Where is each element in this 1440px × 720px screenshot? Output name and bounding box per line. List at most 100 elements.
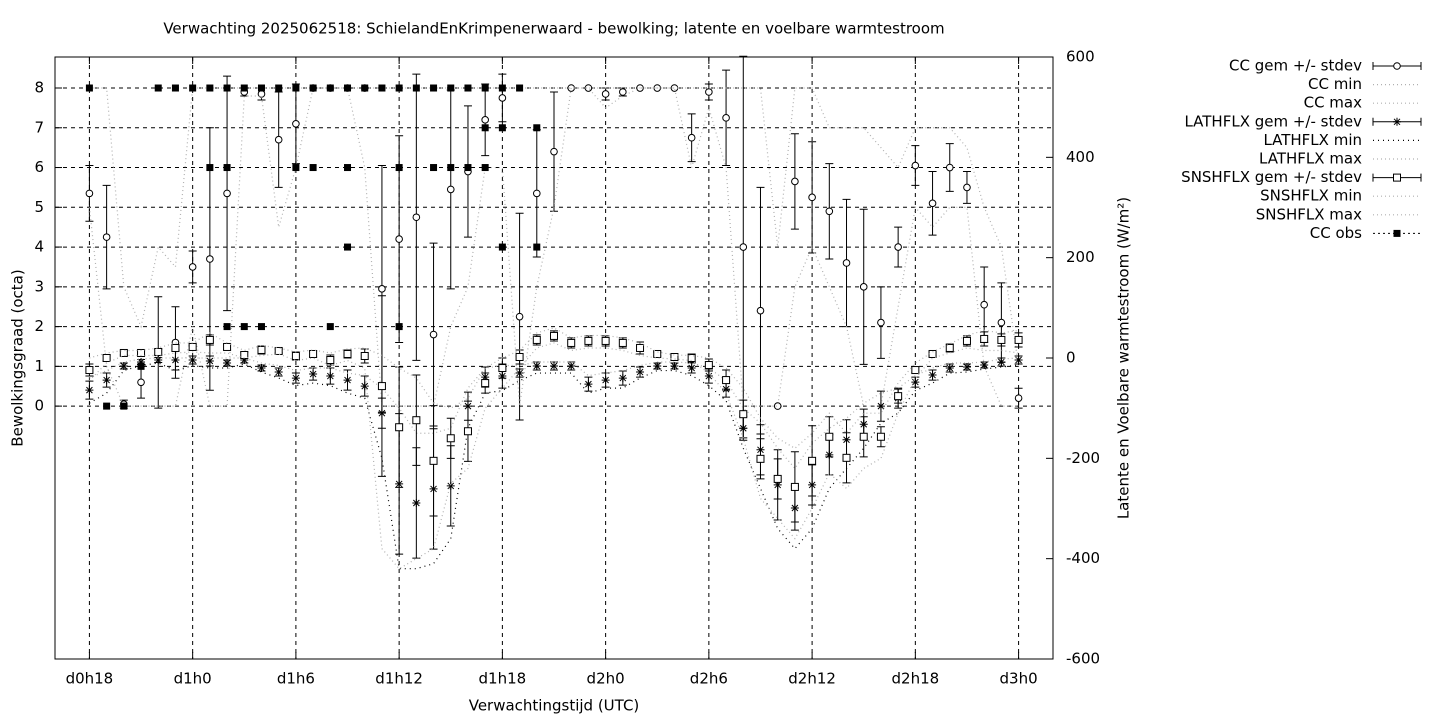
point [532, 189, 541, 198]
point [550, 147, 558, 156]
point [326, 84, 334, 92]
point [85, 84, 93, 92]
legend-marker [1393, 229, 1401, 237]
point [704, 361, 713, 370]
point [618, 374, 627, 383]
point [154, 84, 162, 92]
point [446, 185, 455, 194]
x-tick-label: d1h12 [375, 670, 423, 688]
point [532, 335, 541, 344]
point [808, 193, 816, 202]
point [962, 363, 971, 372]
point [670, 352, 679, 361]
point [395, 323, 403, 331]
legend-marker [1393, 62, 1401, 70]
legend-marker [1393, 117, 1401, 126]
point [911, 366, 920, 375]
point [945, 343, 954, 352]
point [275, 84, 283, 92]
point [291, 374, 300, 383]
point [928, 371, 937, 380]
point [756, 306, 765, 315]
point [791, 177, 799, 186]
point [257, 364, 266, 373]
y-tick-label: 3 [34, 277, 44, 295]
point [309, 84, 317, 92]
range-line [88, 87, 1019, 407]
point [911, 161, 920, 170]
point [257, 345, 266, 354]
point [447, 164, 455, 172]
point [894, 243, 902, 251]
y2-tick-label: 200 [1066, 248, 1095, 266]
point [808, 456, 817, 465]
point [481, 379, 490, 388]
point [137, 358, 146, 367]
point [154, 347, 163, 356]
point [137, 348, 146, 357]
point [963, 183, 971, 192]
legend-label: CC gem +/- stdev [1229, 57, 1362, 75]
point [257, 323, 265, 331]
point [962, 336, 971, 345]
point [360, 351, 369, 360]
point [206, 84, 214, 92]
point [378, 84, 386, 92]
point [103, 402, 111, 410]
point [361, 84, 369, 92]
y2-tick-label: 0 [1066, 349, 1076, 367]
point [515, 352, 524, 361]
point [498, 94, 507, 102]
point [326, 372, 335, 381]
point [292, 164, 300, 172]
y-tick-label: 2 [34, 317, 44, 335]
chart-title: Verwachting 2025062518: SchielandEnKrimp… [163, 20, 944, 38]
point [344, 243, 352, 251]
point [773, 402, 782, 410]
legend-label: CC min [1308, 75, 1362, 93]
point [430, 164, 438, 172]
point [446, 481, 455, 490]
point [119, 348, 128, 357]
legend-label: SNSHFLX max [1256, 205, 1362, 223]
point [739, 243, 748, 251]
point [653, 349, 662, 358]
point [343, 376, 352, 385]
point [446, 434, 455, 443]
point [790, 482, 799, 491]
point [842, 259, 851, 267]
point [360, 382, 369, 391]
point [274, 346, 283, 355]
point [309, 370, 318, 379]
point [687, 364, 696, 373]
point [188, 263, 197, 271]
point [618, 338, 627, 347]
point [206, 255, 214, 263]
point [980, 334, 989, 343]
point [119, 362, 128, 371]
point [395, 84, 403, 92]
point [533, 124, 541, 132]
point [619, 88, 627, 96]
point [481, 164, 489, 172]
point [653, 362, 662, 371]
y2-tick-label: -200 [1066, 449, 1100, 467]
point [223, 189, 231, 198]
y-tick-label: 7 [34, 118, 44, 136]
legend-label: CC max [1304, 94, 1363, 112]
point [274, 368, 283, 377]
point [240, 356, 249, 365]
point [463, 427, 472, 436]
y2-tick-label: 400 [1066, 148, 1095, 166]
point [344, 84, 352, 92]
point [223, 84, 231, 92]
point [412, 498, 421, 507]
point [377, 382, 386, 391]
point [102, 233, 111, 241]
y-tick-label: 8 [34, 79, 44, 97]
point [171, 84, 179, 92]
legend-label: CC obs [1310, 224, 1362, 242]
point [137, 378, 145, 387]
